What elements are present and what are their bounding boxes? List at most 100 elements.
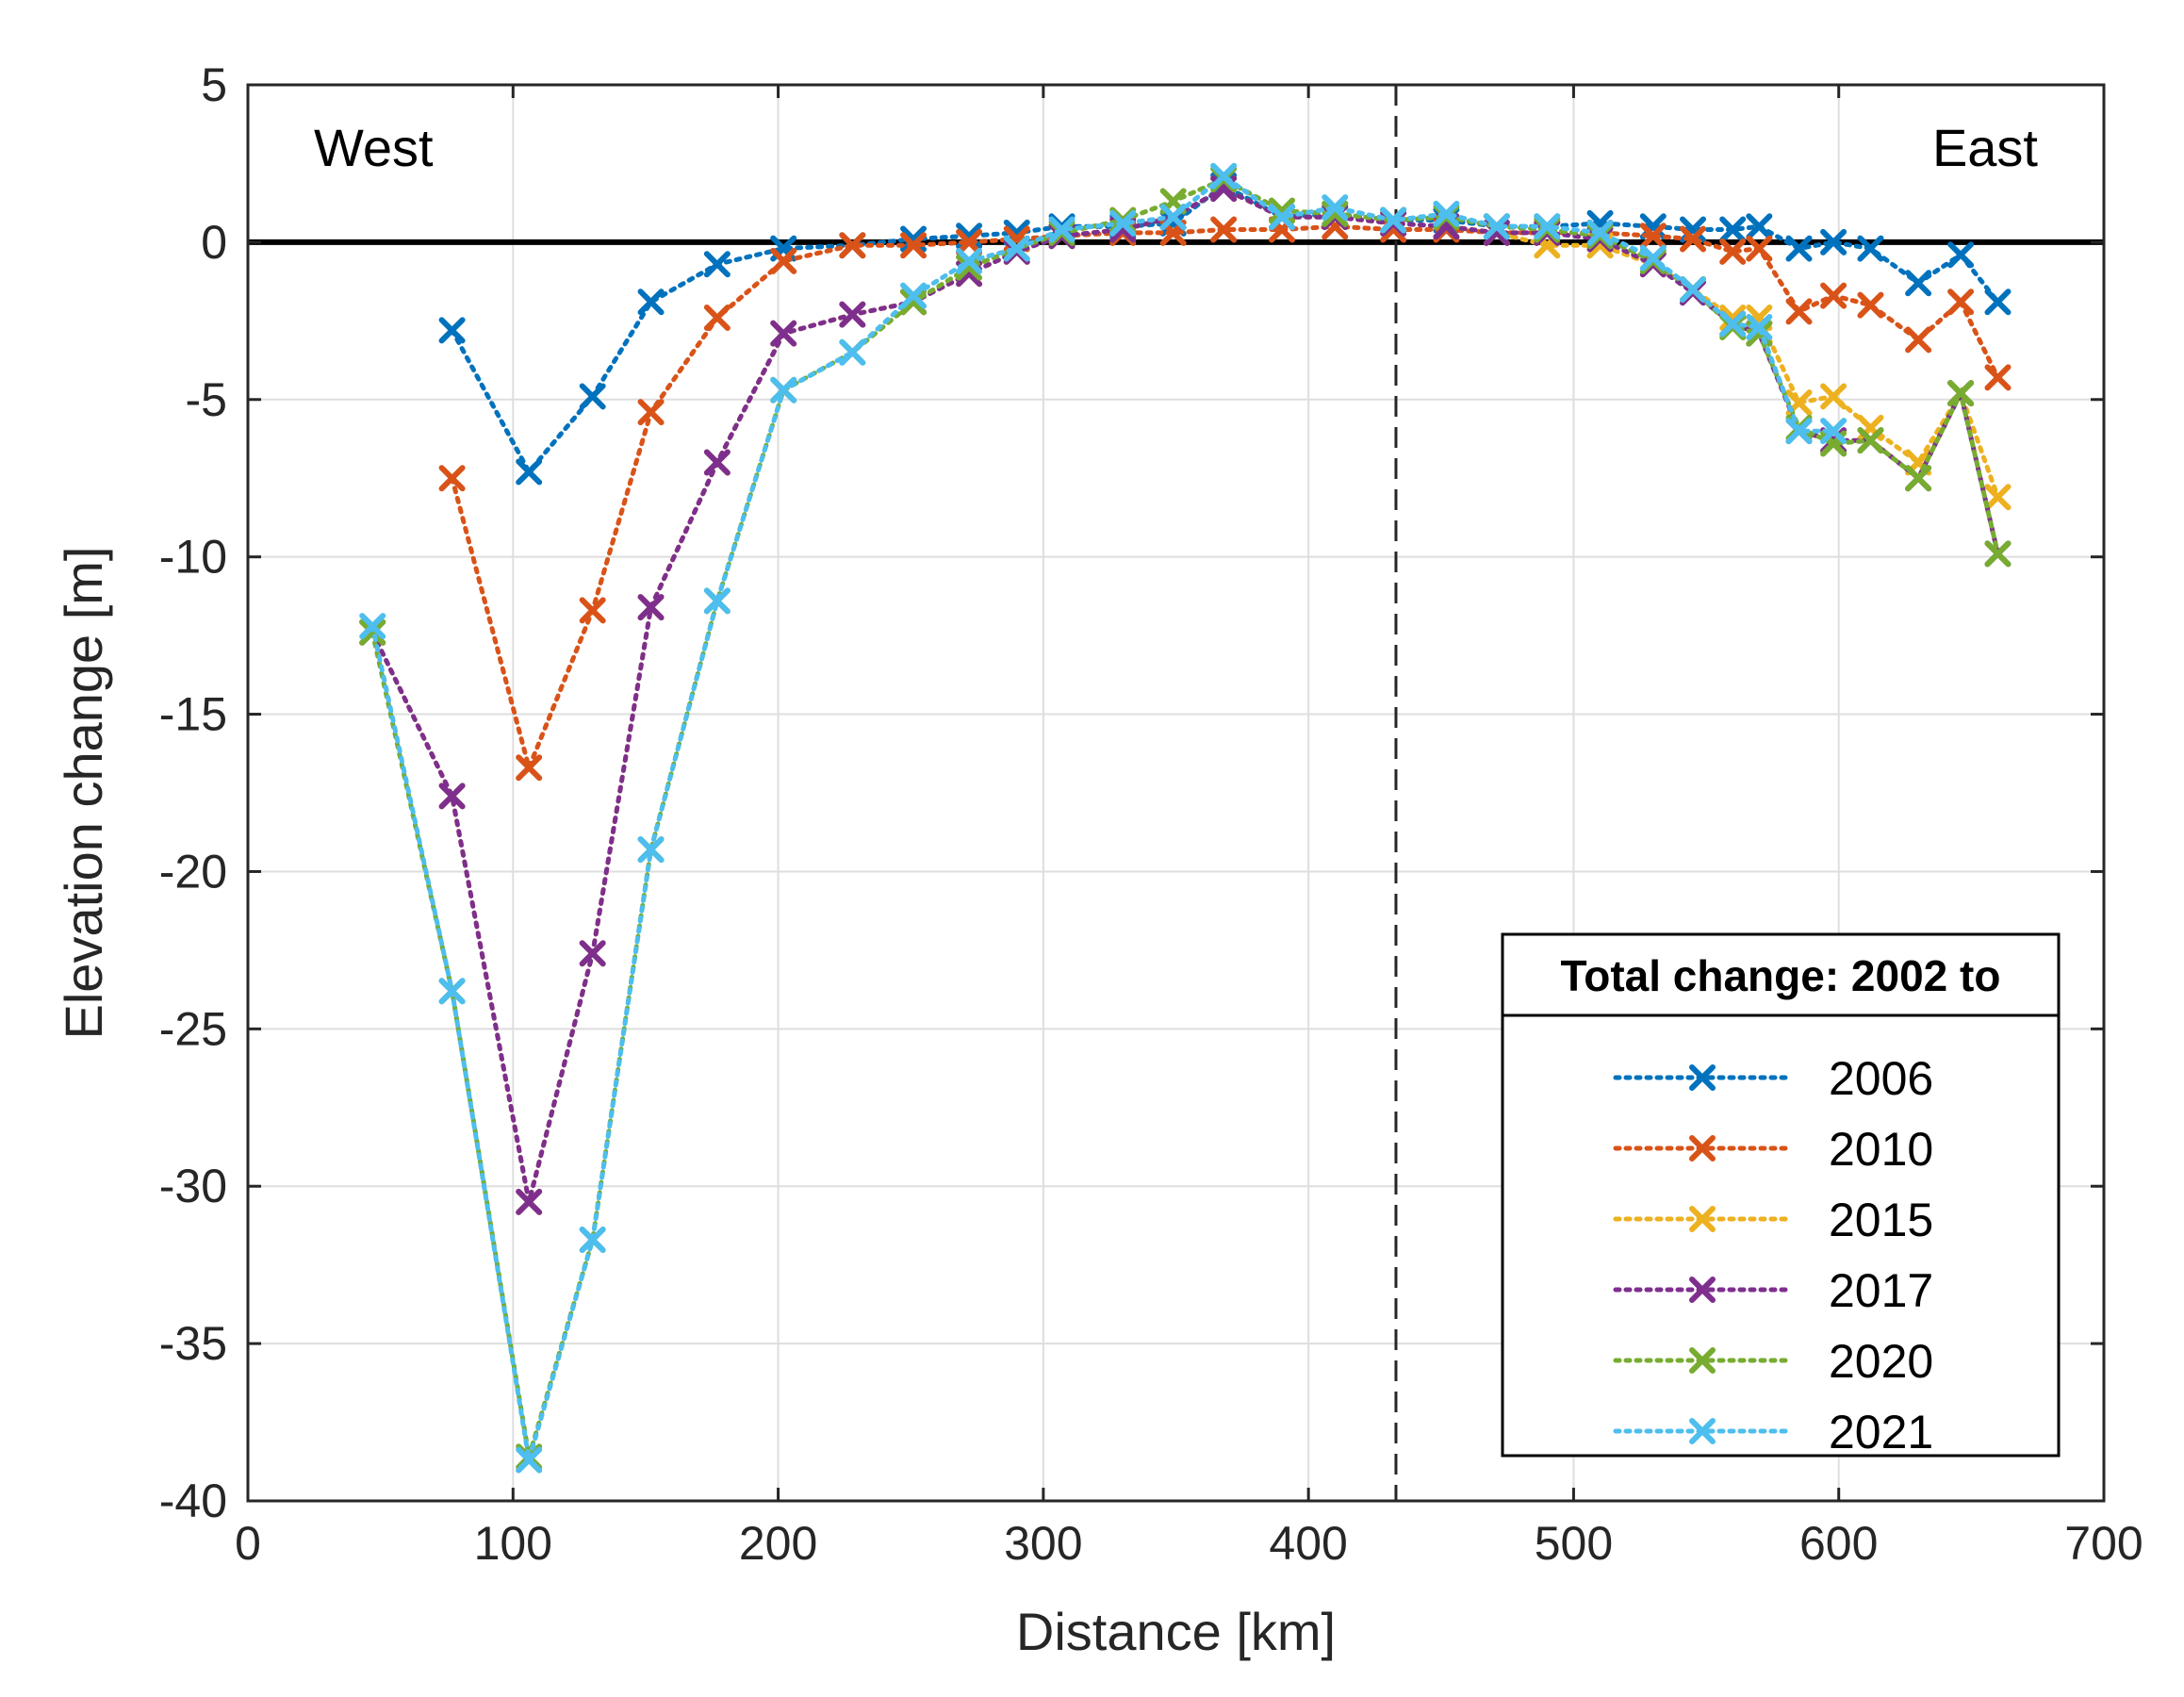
data-point [1003,235,1030,262]
data-point [438,317,466,344]
data-point [1984,540,2012,568]
y-tick-label: -15 [159,688,227,741]
y-axis-title: Elevation change [m] [54,547,113,1040]
legend-marker [1689,1277,1716,1303]
data-point [703,449,731,476]
x-tick-label: 100 [474,1517,552,1570]
legend-item-2015[interactable]: 2015 [1613,1194,1933,1246]
data-point [703,251,731,278]
data-point [956,228,983,255]
data-point [1483,213,1510,240]
data-point [1820,383,1847,410]
data-point [703,304,731,331]
legend-marker [1689,1206,1716,1232]
data-point [1984,364,2012,391]
data-point [1534,213,1561,240]
y-tick-label: 0 [201,216,227,269]
data-point [1820,418,1847,445]
data-point [637,288,665,316]
data-point [1719,238,1747,265]
legend-label: 2020 [1829,1335,1933,1388]
data-point [1947,241,1975,269]
legend-marker [1689,1418,1716,1444]
data-point [359,618,386,646]
legend-marker [1689,1135,1716,1162]
legend-item-2006[interactable]: 2006 [1613,1052,1933,1105]
data-point [1719,216,1747,243]
data-point [900,282,928,309]
data-point [1680,225,1707,253]
data-point [1857,427,1884,454]
data-point [1048,216,1076,243]
data-point [1746,314,1773,341]
data-point [839,301,866,328]
legend-item-2021[interactable]: 2021 [1613,1406,1933,1458]
y-tick-label: -30 [159,1160,227,1212]
data-point [1719,310,1747,338]
data-point [1857,291,1884,319]
data-point [839,232,866,259]
data-point [516,1446,543,1474]
data-point [438,465,466,492]
data-point [579,1226,606,1253]
data-point [516,458,543,486]
data-point [637,594,665,621]
data-point [1639,244,1667,272]
data-point [1905,270,1932,297]
legend-label: 2021 [1829,1406,1933,1458]
x-tick-label: 600 [1799,1517,1878,1570]
x-axis-title: Distance [km] [1016,1602,1336,1661]
legend-item-2020[interactable]: 2020 [1613,1335,1933,1388]
west-label: West [314,118,434,177]
legend[interactable]: Total change: 2002 to 200620102015201720… [1501,932,2061,1458]
data-point [1746,213,1773,240]
data-point [703,587,731,615]
data-point [1433,200,1460,227]
data-point [770,376,797,404]
y-tick-label: -35 [159,1317,227,1370]
data-point [1210,216,1238,243]
x-tick-label: 700 [2064,1517,2143,1570]
data-point [770,320,797,347]
legend-items: 2006 2010 2015 2017 2020 2021 [1613,1052,1933,1458]
data-point [1639,222,1667,250]
data-point [359,613,386,640]
data-point [839,338,866,366]
data-point [1984,484,2012,511]
data-point [1785,235,1813,262]
y-tick-label: -10 [159,531,227,584]
data-point [637,399,665,426]
data-point [1210,162,1238,189]
data-point [900,288,928,316]
legend-marker [1689,1347,1716,1374]
y-tick-label: -40 [159,1475,227,1527]
legend-label: 2017 [1829,1264,1933,1317]
legend-item-2010[interactable]: 2010 [1613,1123,1933,1176]
legend-item-2017[interactable]: 2017 [1613,1264,1933,1317]
data-point [1785,418,1813,445]
data-point [1905,465,1932,492]
legend-label: 2015 [1829,1194,1933,1246]
data-point [956,247,983,274]
data-point [1746,235,1773,262]
x-tick-label: 300 [1004,1517,1082,1570]
data-point [956,254,983,281]
data-point [1109,209,1137,237]
x-tick-label: 0 [235,1517,261,1570]
data-point [1820,228,1847,255]
legend-title: Total change: 2002 to [1561,951,2001,1000]
y-tick-label: -5 [186,373,227,426]
data-point [1380,206,1407,234]
y-tick-label: 5 [201,58,227,111]
x-tick-label: 400 [1269,1517,1347,1570]
data-point [1857,235,1884,262]
series-2021 [359,162,1847,1474]
data-point [1322,194,1349,222]
y-tick-label: -20 [159,845,227,898]
x-tick-label: 500 [1535,1517,1613,1570]
data-point [900,232,928,259]
data-point [1905,326,1932,354]
ticks: 0 100 200 300 400 500 600 700 5 0 -5 -10 -15 -20 -25 -3… [159,58,2143,1570]
data-point [1159,204,1187,231]
